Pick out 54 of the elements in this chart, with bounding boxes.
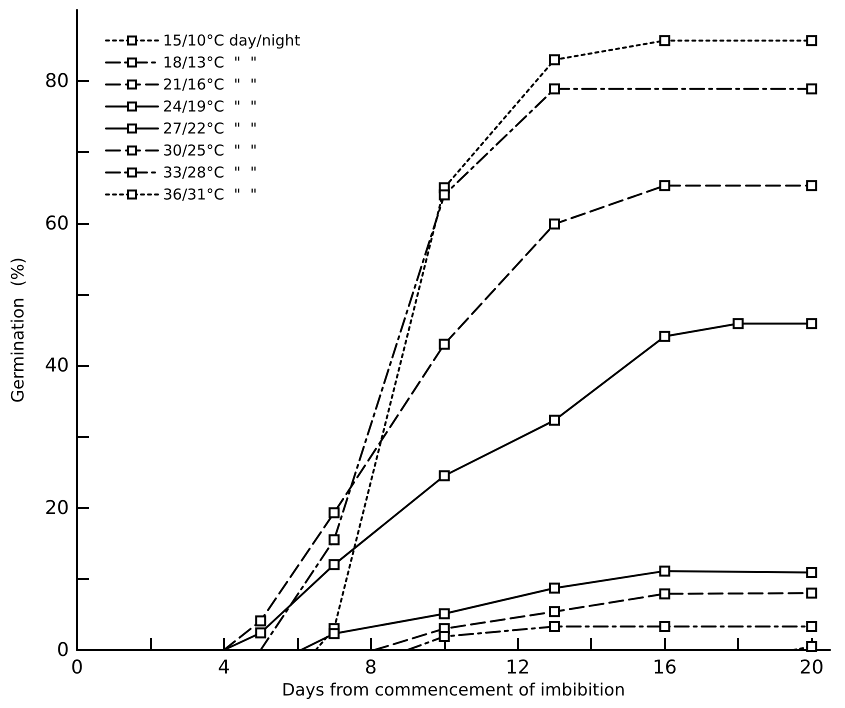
point <box>438 630 450 642</box>
legend-label: 15/10°C day/night <box>163 32 300 50</box>
point <box>806 566 818 578</box>
point <box>255 627 266 638</box>
point <box>659 588 670 600</box>
point <box>659 566 670 577</box>
y-tick-label: 80 <box>44 70 69 92</box>
y-tick-label: 0 <box>56 639 69 661</box>
legend-label: 18/13°C " " <box>163 54 258 72</box>
y-axis-title: Germination (%) <box>8 257 28 403</box>
point <box>438 338 450 350</box>
point <box>549 582 560 594</box>
point <box>438 608 450 620</box>
point <box>806 588 818 599</box>
point <box>255 615 266 626</box>
point <box>328 534 340 546</box>
point <box>659 330 670 342</box>
x-tick-label: 16 <box>652 656 677 678</box>
point <box>659 621 670 632</box>
point <box>549 621 560 632</box>
legend-label: 33/28°C " " <box>163 164 258 182</box>
x-tick-label: 0 <box>70 656 84 678</box>
legend-label: 21/16°C " " <box>163 76 258 94</box>
point <box>659 180 670 192</box>
point <box>328 559 340 570</box>
point <box>806 640 818 652</box>
point <box>732 318 744 330</box>
point <box>328 628 340 640</box>
x-axis-title: Days from commencement of imbibition <box>282 680 626 700</box>
point <box>328 507 340 518</box>
point <box>549 54 560 66</box>
point <box>659 35 670 46</box>
point <box>438 189 450 200</box>
point <box>549 414 560 426</box>
point <box>806 318 818 330</box>
x-tick-label: 20 <box>800 656 824 678</box>
legend-label: 36/31°C " " <box>163 186 258 204</box>
point <box>806 621 818 632</box>
point <box>549 83 560 94</box>
legend-label: 30/25°C " " <box>163 142 258 160</box>
x-tick-label: 8 <box>364 656 377 678</box>
point <box>806 35 818 46</box>
point <box>549 218 560 230</box>
point <box>549 606 560 618</box>
y-tick-label: 60 <box>44 212 69 234</box>
point <box>438 470 450 482</box>
legend-label: 27/22°C " " <box>163 120 258 138</box>
y-tick-label: 40 <box>44 354 69 377</box>
point <box>806 180 818 192</box>
y-tick-label: 20 <box>44 496 69 519</box>
x-tick-label: 4 <box>218 656 230 678</box>
legend-label: 24/19°C " " <box>163 98 258 116</box>
point <box>806 83 818 94</box>
x-tick-label: 12 <box>506 656 530 678</box>
